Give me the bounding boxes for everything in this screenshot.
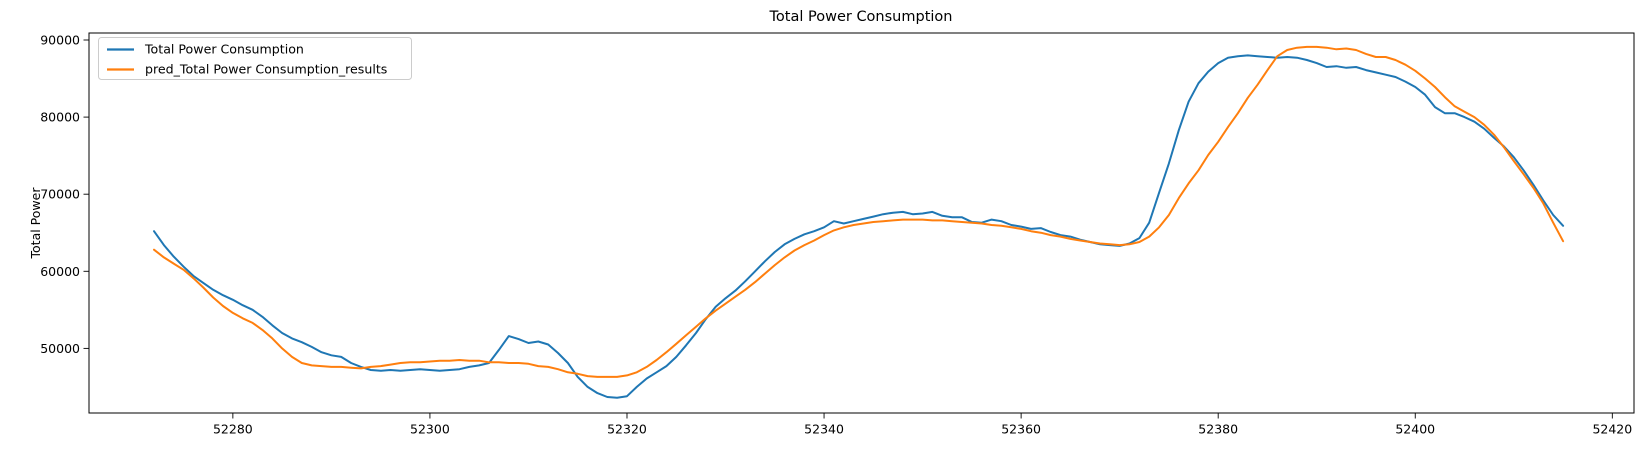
x-tick-label: 52400 bbox=[1395, 422, 1435, 437]
x-tick-label: 52320 bbox=[607, 422, 647, 437]
legend-box bbox=[98, 37, 412, 80]
y-tick-label: 60000 bbox=[40, 264, 80, 279]
chart-title: Total Power Consumption bbox=[769, 9, 953, 25]
y-tick-label: 80000 bbox=[40, 110, 80, 125]
y-tick-label: 50000 bbox=[40, 341, 80, 356]
y-axis-label: Total Power bbox=[28, 187, 43, 260]
x-tick-label: 52360 bbox=[1001, 422, 1041, 437]
y-tick-label: 70000 bbox=[40, 187, 80, 202]
x-tick-label: 52280 bbox=[213, 422, 253, 437]
series-line-0 bbox=[153, 54, 1565, 399]
x-tick-label: 52340 bbox=[804, 422, 844, 437]
y-axis: 50000 60000 70000 80000 90000 bbox=[40, 33, 89, 356]
legend-label-predicted: pred_Total Power Consumption_results bbox=[145, 62, 387, 77]
x-tick-label: 52380 bbox=[1198, 422, 1238, 437]
series-line-1 bbox=[153, 45, 1565, 378]
x-tick-label: 52420 bbox=[1592, 422, 1632, 437]
x-tick-label: 52300 bbox=[410, 422, 450, 437]
legend-label-actual: Total Power Consumption bbox=[144, 42, 304, 57]
y-tick-label: 90000 bbox=[40, 33, 80, 48]
series-group bbox=[153, 45, 1565, 399]
plot-border bbox=[88, 32, 1635, 414]
legend: Total Power Consumption pred_Total Power… bbox=[98, 37, 412, 80]
x-axis: 52280 52300 52320 52340 52360 52380 52400 52420 bbox=[213, 413, 1632, 437]
